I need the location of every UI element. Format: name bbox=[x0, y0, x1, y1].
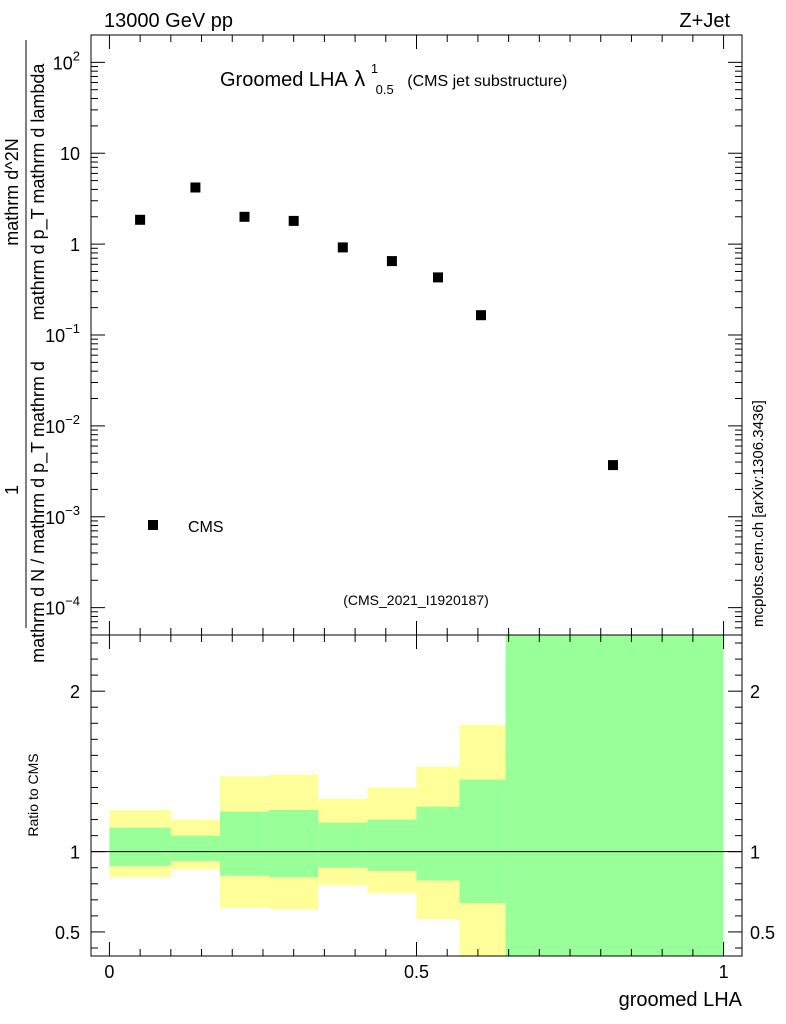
energy-label: 13000 GeV pp bbox=[104, 10, 233, 32]
x-tick-label: 0.5 bbox=[404, 962, 429, 982]
ratio-band-green bbox=[109, 827, 171, 867]
ratio-y-axis-label: Ratio to CMS bbox=[25, 753, 41, 836]
data-point bbox=[476, 310, 486, 321]
ratio-y-tick-label-right: 0.5 bbox=[750, 923, 775, 943]
data-point bbox=[337, 242, 348, 253]
data-point bbox=[288, 215, 299, 226]
x-tick-label: 0 bbox=[104, 962, 114, 982]
data-point bbox=[386, 256, 397, 267]
y-tick-label: 10 bbox=[60, 144, 80, 164]
y-label-one: 1 bbox=[2, 485, 22, 495]
ratio-band-green bbox=[505, 635, 724, 956]
plot-title: Groomed LHA λ 1 0.5 (CMS jet substructur… bbox=[220, 56, 567, 99]
data-point bbox=[239, 211, 250, 222]
y-tick-label: 10−3 bbox=[45, 503, 80, 528]
y-label-top-numerator: mathrm d^2N bbox=[2, 138, 22, 245]
ratio-band-green bbox=[459, 779, 506, 904]
plot-title-superscript: 1 bbox=[371, 61, 378, 76]
y-tick-label: 102 bbox=[53, 48, 80, 73]
ratio-y-tick-label-left: 2 bbox=[70, 682, 80, 702]
ratio-band-green bbox=[318, 822, 368, 868]
y-tick-label: 10−4 bbox=[45, 594, 80, 619]
data-point bbox=[190, 182, 201, 193]
y-tick-label: 10−1 bbox=[45, 321, 80, 346]
analysis-id-label: (CMS_2021_I1920187) bbox=[343, 592, 489, 608]
legend-marker-cms bbox=[148, 520, 158, 530]
side-credit-label: mcplots.cern.ch [arXiv:1306.3436] bbox=[750, 400, 767, 627]
x-tick-label: 1 bbox=[719, 962, 729, 982]
plot-title-symbol: λ bbox=[354, 66, 365, 91]
plot-title-text: Groomed LHA bbox=[220, 69, 348, 91]
y-axis-label: 1 mathrm d N / mathrm d p_T mathrm d mat… bbox=[2, 40, 49, 663]
y-tick-label: 1 bbox=[70, 235, 80, 255]
plot-title-note: (CMS jet substructure) bbox=[407, 73, 567, 90]
ratio-y-tick-label-left: 1 bbox=[70, 843, 80, 863]
ratio-band-green bbox=[367, 819, 417, 871]
y-tick-label: 10−2 bbox=[45, 412, 80, 437]
y-label-top-denominator: mathrm d p_T mathrm d lambda bbox=[28, 63, 49, 321]
data-point bbox=[433, 272, 443, 283]
y-label-denominator: mathrm d N / mathrm d p_T mathrm d bbox=[28, 361, 49, 663]
main-plot-panel: 102 10 1 10−1 10−2 10−3 10−4 Groomed LHA λ 1 0… bbox=[2, 34, 743, 663]
ratio-band-green bbox=[416, 806, 460, 881]
process-label: Z+Jet bbox=[679, 10, 730, 32]
ratio-band-green bbox=[219, 811, 270, 876]
ratio-y-tick-label-left: 0.5 bbox=[55, 923, 80, 943]
ratio-band-green bbox=[170, 835, 220, 862]
ratio-y-tick-label-right: 1 bbox=[750, 843, 760, 863]
data-point bbox=[608, 460, 618, 471]
main-plot-frame bbox=[90, 34, 743, 636]
ratio-plot-panel: 2 2 1 1 0.5 0.5 0 0.5 1 Ratio to CMS groomed LHA bbox=[25, 634, 775, 1011]
plot-title-subscript: 0.5 bbox=[376, 82, 394, 97]
ratio-band-green bbox=[269, 809, 319, 878]
x-axis-label: groomed LHA bbox=[619, 989, 743, 1011]
data-point bbox=[135, 214, 146, 225]
ratio-y-tick-label-right: 2 bbox=[750, 682, 760, 702]
legend-label-cms: CMS bbox=[188, 519, 224, 536]
